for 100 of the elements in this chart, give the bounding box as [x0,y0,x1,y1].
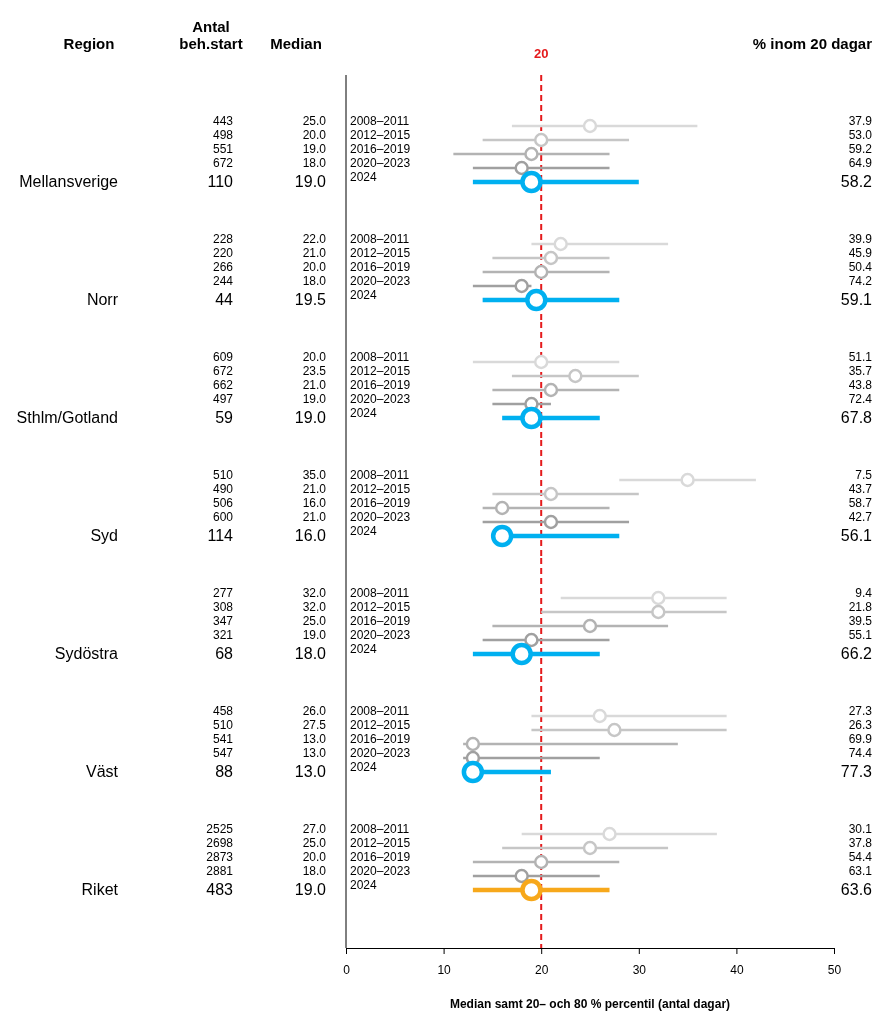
y-tick-label: 2016–2019 [350,260,411,274]
point [533,132,549,148]
data-label: 16.0 [302,496,327,510]
x-axis-title: Median samt 20– och 80 % percentil (antal dagar) [449,997,731,1011]
y-tick-label: 2012–2015 [350,836,411,850]
point [514,868,529,884]
data-label: 13.0 [302,746,327,760]
point [543,250,559,266]
data-label: 25.0 [302,614,327,628]
x-tick-label: 30 [632,962,647,977]
y-axis-title: Riket [81,881,119,898]
text: 59.2 [848,142,873,156]
y-tick-label: 2008–2011 [350,822,410,836]
data-label: 35.0 [302,468,327,482]
data-label: 25.0 [302,836,327,850]
point [543,382,559,398]
y-tick-label: 2020–2023 [350,746,411,760]
point [524,632,539,648]
text: 308 [212,600,234,614]
text: 77.3 [840,763,873,780]
point [533,354,549,370]
y-tick-label: 2016–2019 [350,378,411,392]
y-tick-label: 2020–2023 [350,628,411,642]
point [568,368,583,384]
y-tick-label: 2020–2023 [350,392,411,406]
data-label: 20.0 [302,350,327,364]
y-tick-label: 2020–2023 [350,274,411,288]
point [651,604,666,620]
data-label: 26.0 [302,704,327,718]
text: 321 [212,628,234,642]
text: Region [63,35,115,52]
y-tick-label: 2024 [350,642,378,656]
y-tick-label: 2008–2011 [350,704,410,718]
text: 541 [212,732,234,746]
text: 37.9 [848,114,873,128]
text: 551 [212,142,234,156]
x-tick-label: 0 [343,962,351,977]
point [533,264,549,280]
ref-line-label: 20 [533,46,549,61]
point [651,590,666,606]
y-tick-label: 2016–2019 [350,142,411,156]
text: 66.2 [840,645,873,662]
data-label: 19.0 [294,881,327,898]
x-tick-label: 50 [827,962,842,977]
y-tick-label: 2024 [350,170,378,184]
y-tick-label: 2008–2011 [350,232,410,246]
text: 42.7 [848,510,873,524]
data-label: 20.0 [302,128,327,142]
text: 244 [212,274,234,288]
point [582,618,598,634]
text: 43.8 [848,378,873,392]
text: 45.9 [848,246,873,260]
text: 27.3 [848,704,873,718]
data-label: 18.0 [294,645,327,662]
text: 63.6 [840,881,873,898]
text: 68 [215,645,234,662]
data-label: 20.0 [302,850,327,864]
text: 510 [212,468,234,482]
data-label: 21.0 [302,246,327,260]
data-label: 16.0 [294,527,327,544]
text: 64.9 [848,156,873,170]
text: 63.1 [848,864,873,878]
data-label: 27.0 [302,822,327,836]
y-tick-label: 2016–2019 [350,850,411,864]
text: 74.2 [848,274,873,288]
text: Antal beh.start [179,17,243,52]
y-tick-label: 2008–2011 [350,586,410,600]
text: 220 [212,246,234,260]
text: 498 [212,128,234,142]
text: 88 [215,763,234,780]
text: 30.1 [848,822,873,836]
y-tick-label: 2012–2015 [350,364,411,378]
x-tick-label: 40 [730,962,744,977]
text: 7.5 [855,468,873,482]
data-label: 23.5 [302,364,327,378]
text: 114 [207,527,234,544]
point [582,118,598,134]
y-axis-title: Sydöstra [54,645,119,662]
text: 506 [212,496,234,510]
text: 67.8 [840,409,873,426]
point [533,854,549,870]
data-label: 19.0 [302,628,327,642]
text: 72.4 [848,392,873,406]
data-label: 19.0 [294,409,327,426]
y-tick-label: 2020–2023 [350,510,411,524]
point [524,146,539,162]
point [514,278,529,294]
y-tick-label: 2016–2019 [350,732,411,746]
y-axis-title: Väst [85,763,119,780]
text: 51.1 [848,350,873,364]
data-label: 27.5 [302,718,327,732]
data-label: 22.0 [302,232,327,246]
text: 9.4 [855,586,873,600]
y-axis-title: Mellansverige [19,173,119,190]
text: 662 [212,378,234,392]
text: 58.7 [848,496,873,510]
data-label: 19.0 [294,173,327,190]
data-label: 13.0 [294,763,327,780]
y-tick-label: 2024 [350,878,378,892]
text: 110 [207,173,234,190]
